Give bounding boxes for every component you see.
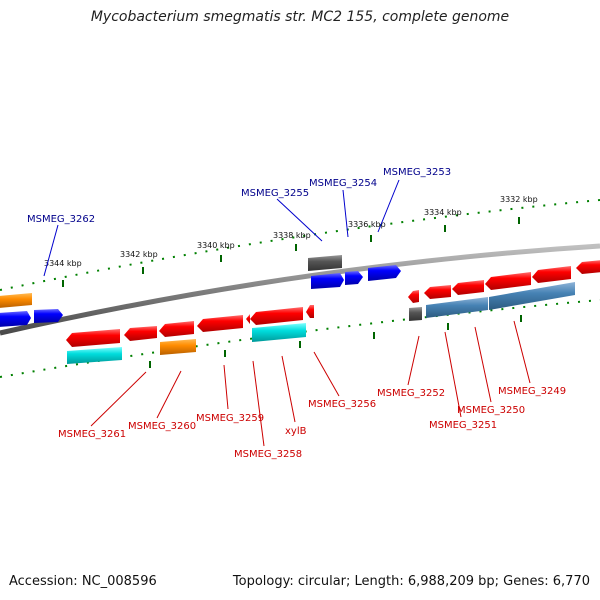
gene-red-3251a[interactable]	[424, 285, 451, 299]
gene-red-edge[interactable]	[576, 260, 600, 274]
gene-red-3258[interactable]	[250, 307, 303, 325]
gene-red-3256[interactable]	[306, 305, 314, 318]
gene-red-3252[interactable]	[408, 290, 419, 303]
reverse-features	[66, 260, 600, 364]
tick-label: 3334 kbp	[424, 208, 462, 217]
feature-steelblue[interactable]	[426, 297, 488, 318]
genome-backbone	[0, 243, 600, 336]
gene-label[interactable]: MSMEG_3254	[309, 178, 377, 189]
gene-blue-3255[interactable]	[311, 273, 344, 289]
gene-label[interactable]: xylB	[285, 426, 307, 437]
tick-label: 3344 kbp	[44, 259, 82, 268]
gene-blue-3253[interactable]	[368, 265, 401, 281]
tick-label: 3340 kbp	[197, 241, 235, 250]
tick-label: 3332 kbp	[500, 195, 538, 204]
gene-red-small[interactable]	[246, 314, 250, 324]
gene-red-3260a[interactable]	[124, 326, 157, 341]
tick-labels: 3344 kbp 3342 kbp 3340 kbp 3338 kbp 3336…	[44, 195, 538, 268]
gene-blue-3262[interactable]	[0, 311, 31, 327]
feature-cyan[interactable]	[252, 323, 306, 342]
feature-orange[interactable]	[160, 339, 196, 355]
major-ticks	[62, 217, 522, 368]
gene-label[interactable]: MSMEG_3262	[27, 214, 95, 225]
feature-gray[interactable]	[308, 255, 342, 271]
gene-label[interactable]: MSMEG_3250	[457, 405, 525, 416]
gene-label[interactable]: MSMEG_3258	[234, 449, 302, 460]
reverse-gene-labels: MSMEG_3261 MSMEG_3260 MSMEG_3259 MSMEG_3…	[58, 386, 566, 460]
gene-label[interactable]: MSMEG_3261	[58, 429, 126, 440]
gene-label[interactable]: MSMEG_3259	[196, 413, 264, 424]
tick-label: 3336 kbp	[348, 220, 386, 229]
tick-label: 3338 kbp	[273, 231, 311, 240]
accession-text: Accession: NC_008596	[9, 574, 157, 589]
gene-label[interactable]: MSMEG_3253	[383, 167, 451, 178]
feature-cyan[interactable]	[67, 347, 122, 364]
gene-label[interactable]: MSMEG_3260	[128, 421, 196, 432]
gene-red-3261[interactable]	[66, 329, 120, 347]
reverse-leaders	[90, 320, 531, 447]
gene-red-3249[interactable]	[532, 266, 571, 283]
gene-label[interactable]: MSMEG_3255	[241, 188, 309, 199]
gene-label[interactable]: MSMEG_3256	[308, 399, 376, 410]
gene-red-3251[interactable]	[452, 280, 484, 295]
gene-label[interactable]: MSMEG_3249	[498, 386, 566, 397]
gene-red-3260[interactable]	[159, 321, 194, 337]
forward-leaders	[43, 179, 400, 277]
gene-blue[interactable]	[34, 309, 63, 323]
forward-features	[0, 255, 401, 327]
forward-gene-labels: MSMEG_3262 MSMEG_3255 MSMEG_3254 MSMEG_3…	[27, 167, 451, 225]
gene-label[interactable]: MSMEG_3251	[429, 420, 497, 431]
feature-orange[interactable]	[0, 293, 32, 308]
feature-steelblue[interactable]	[489, 282, 575, 310]
tick-label: 3342 kbp	[120, 250, 158, 259]
gene-red-3250[interactable]	[485, 272, 531, 290]
map-title: Mycobacterium smegmatis str. MC2 155, co…	[90, 9, 510, 25]
genome-summary-text: Topology: circular; Length: 6,988,209 bp…	[232, 574, 590, 589]
gene-label[interactable]: MSMEG_3252	[377, 388, 445, 399]
gene-red-3259[interactable]	[197, 315, 243, 332]
feature-gray[interactable]	[409, 307, 422, 321]
gene-blue-3254[interactable]	[345, 271, 363, 285]
